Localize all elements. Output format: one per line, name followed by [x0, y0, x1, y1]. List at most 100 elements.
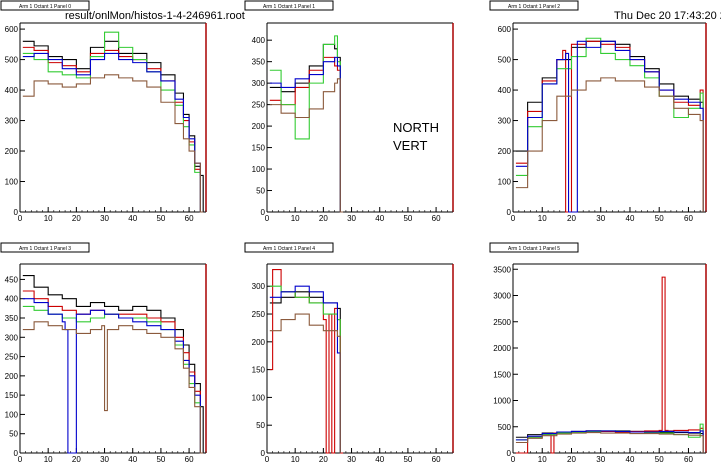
x-tick-label: 30 [100, 214, 109, 223]
y-tick-label: 300 [498, 117, 512, 126]
timestamp-label: Thu Dec 20 17:43:20 2007 [614, 10, 721, 22]
x-tick-label: 30 [100, 455, 109, 464]
series-line [22, 275, 204, 453]
series-line [515, 430, 704, 453]
x-tick-label: 10 [291, 214, 300, 223]
series-line [22, 305, 204, 454]
orientation-label-vert: VERT [393, 138, 428, 153]
panel-title: Arm 1 Octant 1 Panel 2 [508, 4, 560, 10]
x-tick-label: 40 [128, 455, 137, 464]
y-tick-label: 350 [5, 314, 19, 323]
x-tick-label: 0 [511, 214, 516, 223]
x-tick-label: 20 [567, 214, 576, 223]
series-line [515, 37, 704, 212]
panel-title-box [489, 0, 579, 11]
x-tick-label: 20 [72, 455, 81, 464]
panel-title-box [0, 242, 90, 253]
x-tick-label: 60 [432, 214, 441, 223]
y-tick-label: 500 [498, 56, 512, 65]
series-line [269, 78, 344, 213]
x-tick-label: 10 [44, 455, 53, 464]
x-tick-label: 0 [265, 455, 270, 464]
series-line [269, 43, 341, 212]
y-tick-label: 3000 [493, 292, 511, 301]
x-tick-label: 30 [596, 455, 605, 464]
histogram-panel: Arm 1 Octant 1 Panel 1 0 10 20 30 40 50 60 0 50 10… [244, 0, 454, 223]
x-tick-label: 0 [511, 455, 516, 464]
x-tick-label: 60 [684, 214, 693, 223]
panel-title: Arm 1 Octant 1 Panel 0 [19, 4, 71, 10]
x-tick-label: 40 [626, 455, 635, 464]
panel-title-box [244, 242, 334, 253]
y-tick-label: 300 [252, 282, 266, 291]
panel-title: Arm 1 Octant 1 Panel 5 [508, 246, 560, 252]
series-line [269, 56, 341, 212]
panel-title: Arm 1 Octant 1 Panel 4 [263, 246, 315, 252]
y-tick-label: 400 [5, 86, 19, 95]
y-tick-label: 600 [5, 25, 19, 34]
histogram-panel: Arm 1 Octant 1 Panel 20 10 20 30 40 50 6001002… [489, 0, 707, 223]
series-line [515, 77, 704, 212]
series-line [515, 40, 704, 213]
y-tick-label: 200 [5, 147, 19, 156]
y-tick-label: 0 [507, 449, 512, 458]
x-tick-label: 50 [403, 214, 412, 223]
x-tick-label: 30 [347, 455, 356, 464]
x-tick-label: 60 [684, 455, 693, 464]
y-tick-label: 300 [5, 117, 19, 126]
y-tick-label: 400 [498, 86, 512, 95]
series-line [269, 285, 341, 453]
series-line [22, 74, 204, 213]
y-tick-label: 350 [252, 58, 266, 67]
x-tick-label: 0 [265, 214, 270, 223]
x-tick-label: 0 [18, 455, 23, 464]
y-tick-label: 150 [5, 391, 19, 400]
series-line [22, 321, 204, 454]
y-tick-label: 0 [261, 208, 266, 217]
x-tick-label: 40 [626, 214, 635, 223]
y-tick-label: 500 [498, 423, 512, 432]
x-tick-label: 30 [347, 214, 356, 223]
histogram-panel: Arm 1 Octant 1 Panel 00 10 20 30 40 50 6001002… [0, 0, 207, 223]
x-tick-label: 50 [403, 455, 412, 464]
y-tick-label: 400 [5, 295, 19, 304]
y-tick-label: 0 [261, 449, 266, 458]
y-tick-label: 250 [5, 353, 19, 362]
side-label-north: NORTH [393, 120, 439, 135]
y-tick-label: 100 [5, 178, 19, 187]
series-line [269, 285, 341, 453]
x-tick-label: 60 [185, 214, 194, 223]
y-tick-label: 2500 [493, 318, 511, 327]
y-tick-label: 200 [5, 372, 19, 381]
series-line [22, 40, 204, 212]
x-tick-label: 40 [128, 214, 137, 223]
series-line [515, 40, 704, 212]
y-tick-label: 300 [5, 333, 19, 342]
x-tick-label: 10 [291, 455, 300, 464]
y-tick-label: 250 [252, 101, 266, 110]
series-line [22, 290, 204, 454]
y-tick-label: 1500 [493, 370, 511, 379]
y-tick-label: 1000 [493, 397, 511, 406]
series-line [515, 423, 704, 453]
y-tick-label: 0 [14, 208, 19, 217]
y-tick-label: 100 [5, 410, 19, 419]
y-tick-label: 150 [252, 366, 266, 375]
y-tick-label: 600 [498, 25, 512, 34]
y-tick-label: 0 [507, 208, 512, 217]
y-tick-label: 200 [498, 147, 512, 156]
y-tick-label: 0 [14, 449, 19, 458]
x-tick-label: 10 [44, 214, 53, 223]
series-line [22, 298, 204, 454]
y-tick-label: 250 [252, 310, 266, 319]
y-tick-label: 300 [252, 79, 266, 88]
y-tick-label: 50 [256, 421, 265, 430]
y-tick-label: 400 [252, 36, 266, 45]
x-tick-label: 50 [156, 214, 165, 223]
x-tick-label: 40 [375, 455, 384, 464]
y-tick-label: 100 [252, 165, 266, 174]
y-tick-label: 450 [5, 275, 19, 284]
y-tick-label: 3500 [493, 265, 511, 274]
x-tick-label: 20 [319, 214, 328, 223]
